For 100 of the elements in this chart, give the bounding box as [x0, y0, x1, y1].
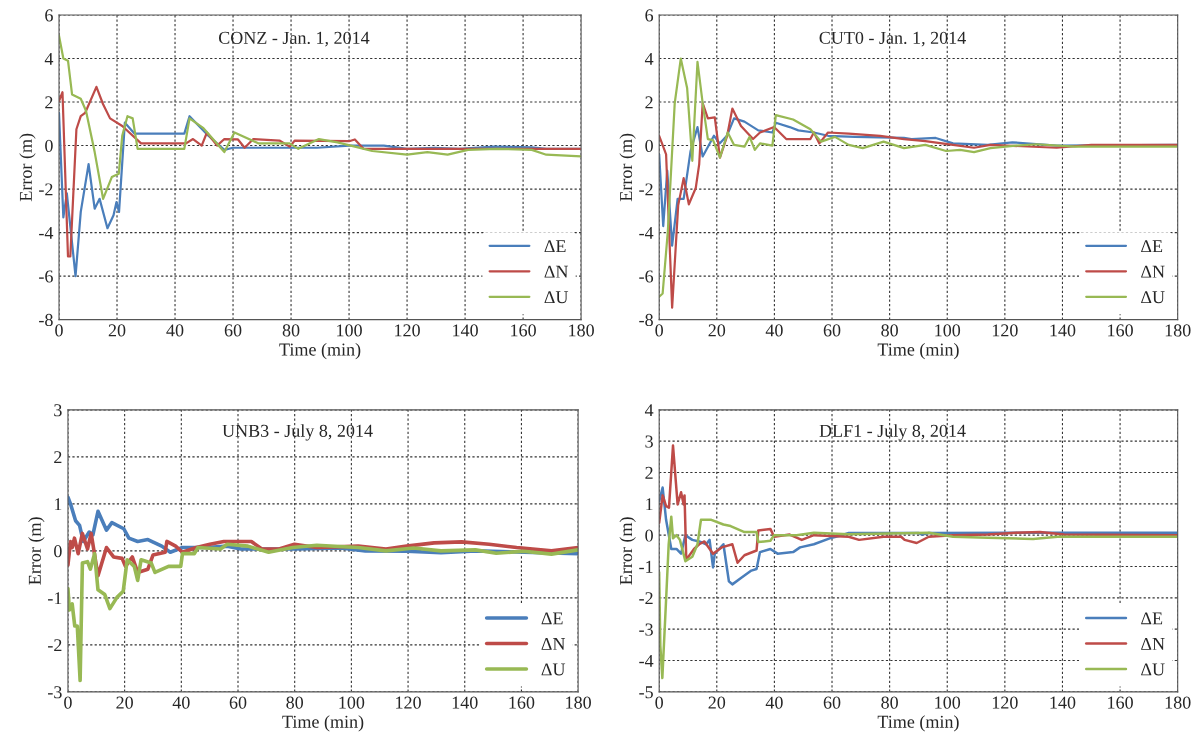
x-tick-label: 100 [339, 696, 365, 709]
x-tick-label: 60 [823, 324, 841, 337]
y-axis-title: Error (m) [19, 133, 36, 202]
y-tick-label: -2 [639, 183, 653, 196]
x-tick-label: 20 [708, 696, 726, 709]
y-tick-label: -8 [639, 313, 653, 327]
y-tick-label: -5 [639, 686, 653, 699]
legend-label: ΔN [1141, 265, 1165, 278]
x-tick-label: 140 [1050, 324, 1076, 337]
x-tick-label: 80 [881, 696, 898, 709]
text: UNB3 - July 8, 2014 [222, 424, 373, 441]
line-series [659, 444, 1178, 564]
y-tick-label: 3 [54, 404, 62, 417]
x-tick-label: 120 [992, 696, 1018, 709]
y-tick-label: 4 [44, 52, 54, 65]
x-tick-label: 60 [224, 324, 242, 337]
y-tick-label: -3 [639, 623, 653, 636]
line-series [659, 515, 1178, 680]
line-series [659, 102, 1178, 309]
x-tick-label: 120 [395, 324, 420, 337]
legend-label: ΔE [1141, 612, 1163, 625]
x-tick-label: 160 [1108, 324, 1133, 337]
x-tick-label: 20 [116, 696, 133, 709]
y-tick-label: -4 [639, 654, 654, 667]
y-tick-label: 3 [645, 435, 653, 448]
y-tick-label: -2 [39, 183, 53, 196]
x-tick-label: 140 [1050, 696, 1076, 709]
y-tick-label: 1 [646, 498, 653, 511]
y-tick-label: -6 [39, 270, 53, 283]
y-tick-label: 1 [54, 498, 62, 511]
legend-label: ΔU [541, 663, 566, 676]
x-tick-label: 20 [108, 324, 126, 337]
x-tick-label: 0 [655, 324, 663, 337]
y-tick-label: -6 [639, 270, 654, 283]
legend-label: ΔN [541, 637, 566, 650]
y-tick-label: -4 [39, 226, 54, 239]
y-axis-title: Error (m) [28, 517, 45, 585]
x-tick-label: 180 [566, 696, 591, 709]
legend-label: ΔE [541, 612, 563, 625]
line-series [67, 542, 579, 683]
legend-label: ΔU [544, 291, 569, 304]
x-tick-label: 180 [1165, 324, 1191, 337]
x-tick-label: 80 [282, 324, 300, 337]
text: CONZ - Jan. 1, 2014 [218, 31, 370, 47]
y-tick-label: 0 [645, 529, 653, 542]
text: CUT0 - Jan. 1, 2014 [819, 31, 966, 47]
x-tick-label: 40 [172, 696, 190, 709]
y-axis-title: Error (m) [619, 517, 636, 585]
y-tick-label: -3 [48, 686, 62, 699]
y-tick-label: 6 [45, 9, 53, 22]
legend-label: ΔN [1141, 637, 1165, 650]
y-tick-label: 2 [645, 466, 653, 479]
x-tick-label: 160 [1108, 696, 1133, 709]
legend-label: ΔU [1141, 663, 1165, 676]
y-tick-label: 0 [45, 139, 53, 153]
y-tick-label: 6 [645, 9, 654, 22]
y-tick-label: -4 [639, 226, 654, 239]
x-tick-label: 20 [708, 324, 726, 337]
y-tick-label: -1 [639, 560, 653, 573]
y-tick-label: 2 [45, 96, 53, 109]
x-tick-label: 180 [1165, 696, 1191, 709]
x-tick-label: 160 [511, 324, 536, 337]
y-tick-label: -2 [48, 639, 62, 652]
y-tick-label: 0 [54, 545, 62, 558]
y-tick-label: -8 [39, 313, 53, 327]
x-tick-label: 100 [935, 696, 961, 709]
x-tick-label: 40 [765, 696, 783, 709]
legend-label: ΔE [544, 240, 566, 253]
x-tick-label: 120 [992, 324, 1018, 337]
y-tick-label: 4 [644, 52, 654, 65]
legend-label: ΔN [544, 265, 569, 278]
y-tick-label: -2 [639, 592, 653, 605]
y-tick-label: -1 [48, 592, 62, 605]
x-tick-label: 80 [286, 696, 304, 709]
y-axis-title: Error (m) [619, 133, 636, 202]
y-tick-label: 2 [54, 451, 62, 464]
x-tick-label: 0 [64, 696, 72, 709]
y-tick-label: 0 [645, 139, 653, 153]
y-tick-label: 2 [645, 96, 653, 109]
x-tick-label: 60 [823, 696, 841, 709]
x-tick-label: 140 [453, 324, 478, 337]
x-tick-label: 60 [229, 696, 247, 709]
x-tick-label: 180 [569, 324, 594, 337]
x-axis-title: Time (min) [279, 342, 361, 360]
x-axis-title: Time (min) [877, 715, 959, 732]
x-tick-label: 100 [337, 324, 362, 337]
x-tick-label: 40 [166, 324, 184, 337]
x-axis-title: Time (min) [877, 342, 959, 360]
x-axis-title: Time (min) [282, 715, 364, 732]
x-tick-label: 100 [935, 324, 961, 337]
x-tick-label: 160 [509, 696, 535, 709]
x-tick-label: 120 [396, 696, 421, 709]
text: DLF1 - July 8, 2014 [819, 424, 966, 441]
legend-label: ΔE [1141, 240, 1163, 253]
legend-label: ΔU [1141, 291, 1165, 304]
x-tick-label: 140 [452, 696, 478, 709]
x-tick-label: 0 [655, 696, 663, 709]
line-series [59, 85, 582, 258]
y-tick-label: 4 [644, 404, 654, 417]
x-tick-label: 80 [881, 324, 898, 337]
